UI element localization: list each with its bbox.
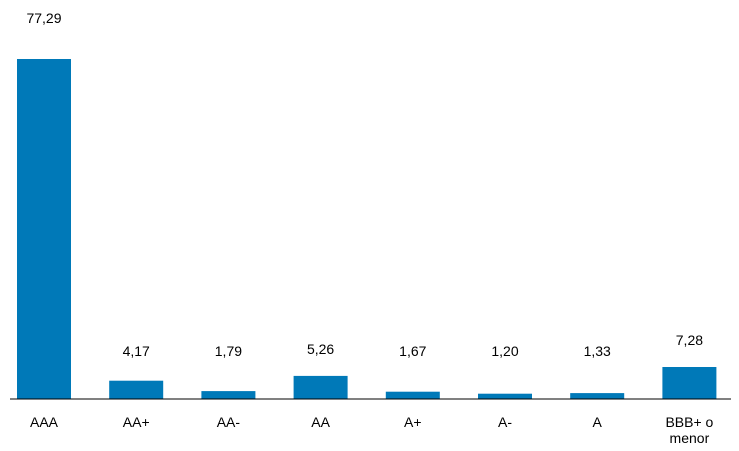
value-label-0: 77,29: [26, 10, 61, 26]
bars-group: [17, 59, 717, 399]
category-label-0: AAA: [30, 414, 59, 430]
category-label-3: AA: [311, 414, 330, 430]
bar-5: [478, 393, 532, 399]
bar-3: [293, 375, 348, 399]
category-label-line: A+: [404, 414, 422, 430]
category-label-line: A-: [498, 414, 512, 430]
category-label-line: menor: [670, 430, 710, 446]
value-label-4: 1,67: [399, 343, 426, 359]
value-label-3: 5,26: [307, 341, 334, 357]
value-label-5: 1,20: [491, 343, 518, 359]
bar-4: [385, 391, 440, 399]
category-label-line: AAA: [30, 414, 59, 430]
value-labels-group: 77,29 4,17 1,79 5,26 1,67 1,20 1,33 7,28: [26, 10, 703, 359]
category-label-5: A-: [498, 414, 512, 430]
category-label-4: A+: [404, 414, 422, 430]
category-label-7: BBB+ o menor: [665, 414, 713, 446]
category-label-line: AA+: [123, 414, 150, 430]
category-label-line: BBB+ o: [665, 414, 713, 430]
value-label-7: 7,28: [676, 332, 703, 348]
bar-2: [201, 391, 256, 399]
category-label-1: AA+: [123, 414, 150, 430]
bar-6: [570, 393, 625, 399]
bar-1: [109, 380, 164, 399]
category-label-line: AA-: [217, 414, 241, 430]
category-labels-group: AAA AA+ AA- AA A+ A- A BBB+ o menor: [30, 414, 714, 446]
value-label-1: 4,17: [123, 343, 150, 359]
value-label-6: 1,33: [584, 343, 611, 359]
value-label-2: 1,79: [215, 343, 242, 359]
category-label-6: A: [593, 414, 603, 430]
bar-0: [17, 59, 71, 399]
category-label-2: AA-: [217, 414, 241, 430]
bar-7: [662, 367, 717, 399]
category-label-line: A: [593, 414, 603, 430]
category-label-line: AA: [311, 414, 330, 430]
